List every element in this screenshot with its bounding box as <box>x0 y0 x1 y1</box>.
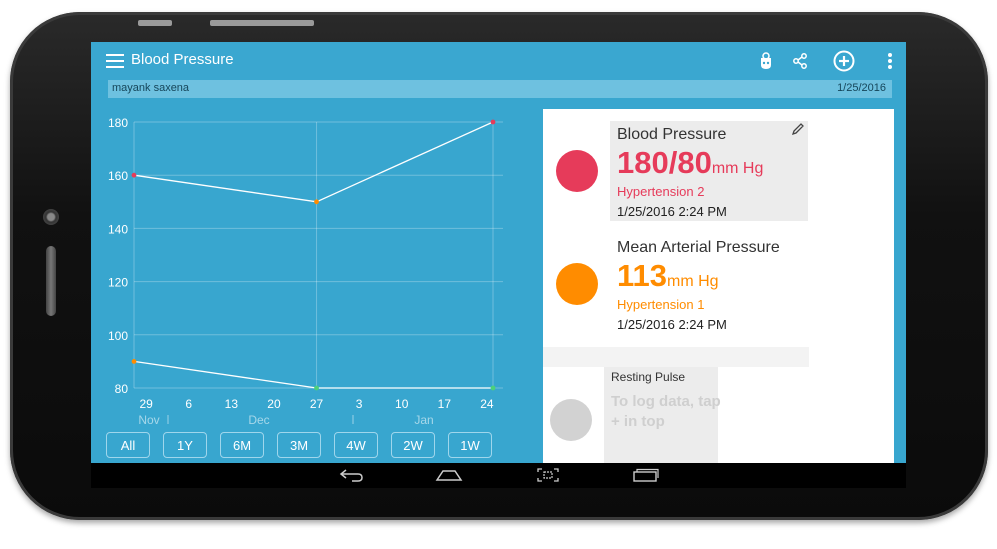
x-month-label: Nov <box>138 413 159 424</box>
x-tick-label: 20 <box>267 397 281 411</box>
app-screen: Blood Pressure mayank saxena 1/25/2016 1… <box>91 42 906 488</box>
y-tick-label: 100 <box>108 329 128 343</box>
range-button-4w[interactable]: 4W <box>334 432 378 458</box>
overflow-menu-icon[interactable] <box>879 50 901 72</box>
range-button-3m[interactable]: 3M <box>277 432 321 458</box>
pulse-title: Resting Pulse <box>611 370 686 384</box>
user-info-bar: mayank saxena 1/25/2016 <box>108 80 892 98</box>
power-button <box>210 20 314 26</box>
series-line <box>133 360 493 389</box>
map-status: Hypertension 1 <box>617 297 705 312</box>
range-button-1y[interactable]: 1Y <box>163 432 207 458</box>
menu-icon[interactable] <box>106 54 124 68</box>
bp-title: Blood Pressure <box>617 126 727 143</box>
data-point <box>131 359 137 364</box>
section-divider <box>543 347 809 367</box>
bp-value: 180/80 <box>617 145 712 180</box>
range-button-6m[interactable]: 6M <box>220 432 264 458</box>
volume-button <box>138 20 172 26</box>
speaker-grille <box>46 246 56 316</box>
x-tick-label: 27 <box>310 397 324 411</box>
x-tick-label: 13 <box>225 397 239 411</box>
map-unit: mm Hg <box>667 273 719 290</box>
system-nav-bar <box>91 463 906 488</box>
app-title: Blood Pressure <box>131 51 234 68</box>
x-month-label: Dec <box>248 413 269 424</box>
hand-icon[interactable] <box>755 50 777 72</box>
bp-history-chart[interactable]: 180 160 140 120 100 80 29 6 13 20 27 3 10 17 24 Nov Dec J… <box>91 102 511 424</box>
y-tick-label: 140 <box>108 222 128 236</box>
readings-panel: Blood Pressure 180/80mm Hg Hypertension … <box>543 109 894 488</box>
add-circle-icon[interactable] <box>833 50 855 72</box>
recents-icon[interactable] <box>631 466 661 484</box>
screenshot-icon[interactable] <box>533 466 563 484</box>
current-date: 1/25/2016 <box>837 82 886 94</box>
bp-status-dot <box>556 150 598 192</box>
range-selector: All 1Y 6M 3M 4W 2W 1W <box>106 432 506 460</box>
user-name: mayank saxena <box>112 82 190 94</box>
pulse-hint: To log data, tap + in top <box>611 393 721 430</box>
data-point <box>131 172 137 178</box>
bp-status: Hypertension 2 <box>617 184 705 199</box>
bp-value-row: 180/80mm Hg <box>617 145 763 181</box>
share-icon[interactable] <box>789 50 811 72</box>
data-point <box>490 385 496 391</box>
x-tick-label: 17 <box>438 397 452 411</box>
bp-unit: mm Hg <box>711 160 764 177</box>
y-tick-label: 80 <box>115 382 129 396</box>
x-tick-label: 6 <box>185 397 192 411</box>
series-line <box>133 121 494 203</box>
home-icon[interactable] <box>434 466 464 484</box>
x-tick-label: 29 <box>139 397 153 411</box>
x-tick-label: 10 <box>395 397 409 411</box>
map-value: 113 <box>617 258 668 293</box>
back-icon[interactable] <box>336 466 366 484</box>
range-button-all[interactable]: All <box>106 432 150 458</box>
pulse-status-dot <box>550 399 592 441</box>
x-tick-label: 24 <box>480 397 494 411</box>
y-tick-label: 160 <box>108 169 128 183</box>
data-point <box>490 119 496 125</box>
x-month-label: Jan <box>414 413 433 424</box>
map-title: Mean Arterial Pressure <box>617 239 780 256</box>
map-time: 1/25/2016 2:24 PM <box>617 317 727 332</box>
bp-time: 1/25/2016 2:24 PM <box>617 204 727 219</box>
range-button-2w[interactable]: 2W <box>391 432 435 458</box>
data-point <box>314 385 319 391</box>
x-tick-label: 3 <box>356 397 363 411</box>
bp-card-highlight[interactable] <box>610 121 808 221</box>
y-tick-label: 180 <box>108 116 128 130</box>
y-tick-label: 120 <box>108 276 128 290</box>
map-value-row: 113mm Hg <box>617 258 719 294</box>
map-status-dot <box>556 263 598 305</box>
edit-pencil-icon[interactable] <box>791 122 805 136</box>
front-camera <box>43 209 59 225</box>
app-bar: Blood Pressure <box>91 42 906 80</box>
data-point <box>314 199 319 205</box>
range-button-1w[interactable]: 1W <box>448 432 492 458</box>
